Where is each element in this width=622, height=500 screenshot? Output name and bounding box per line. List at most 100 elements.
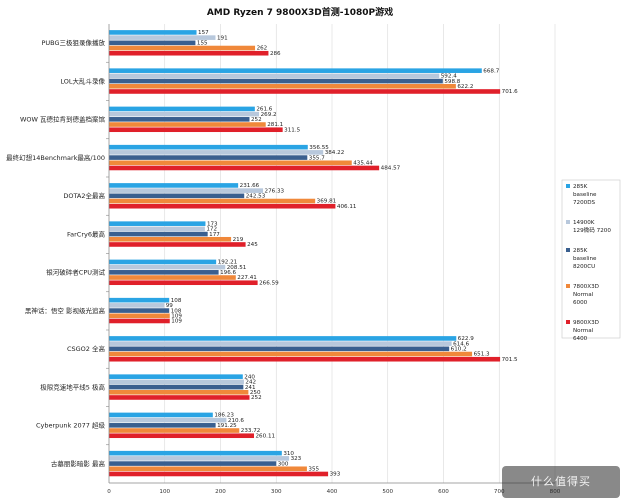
data-label: 227.41 — [237, 275, 257, 281]
data-label: 252 — [251, 395, 262, 401]
data-label: 233.72 — [241, 428, 261, 434]
axes: 0100200300400500600700800PUBG三极狙录像播放LOL大… — [6, 24, 561, 495]
bar — [109, 374, 243, 379]
data-label: 240 — [244, 374, 255, 380]
bar — [109, 111, 260, 117]
data-label: 286 — [270, 51, 281, 57]
x-tick-label: 0 — [107, 489, 111, 495]
data-label: 614.6 — [453, 341, 469, 347]
bar — [109, 433, 255, 439]
bar — [109, 35, 216, 40]
data-label: 435.44 — [353, 160, 373, 166]
data-label: 242 — [245, 380, 256, 386]
data-label: 651.3 — [474, 352, 490, 358]
bar — [109, 68, 482, 73]
x-tick-label: 700 — [494, 489, 505, 495]
chart-title: AMD Ryzen 7 9800X3D首测-1080P游戏 — [207, 6, 393, 18]
data-label: 369.81 — [317, 199, 337, 205]
data-label: 701.6 — [502, 89, 518, 95]
data-label: 622.2 — [457, 84, 473, 90]
category-label: 最终幻想14Benchmark最高/100 — [6, 153, 105, 162]
bar — [109, 155, 308, 160]
bar — [109, 389, 249, 395]
data-label: 355 — [308, 466, 319, 472]
data-label: 191.25 — [217, 423, 237, 429]
category-label: 黑神话：悟空 影视级光追高 — [25, 306, 106, 315]
bar — [109, 203, 336, 209]
data-label: 484.57 — [381, 166, 401, 172]
data-label: 266.59 — [259, 280, 279, 286]
x-tick-label: 200 — [215, 489, 226, 495]
data-label: 598.8 — [444, 79, 460, 85]
bar — [109, 117, 250, 122]
legend-label: 9800X3D — [573, 320, 599, 326]
bar — [109, 30, 197, 35]
bar — [109, 40, 196, 46]
bar — [109, 122, 266, 127]
x-tick-label: 500 — [382, 489, 393, 495]
data-label: 262 — [257, 46, 268, 52]
bar — [109, 280, 258, 286]
bar — [109, 450, 282, 456]
legend-label: 7800X3D — [573, 284, 599, 290]
category-label: Cyberpunk 2077 超级 — [36, 421, 105, 430]
bar — [109, 259, 217, 265]
bar — [109, 423, 216, 428]
x-tick-label: 400 — [327, 489, 338, 495]
x-tick-label: 300 — [271, 489, 282, 495]
bar — [109, 471, 329, 477]
data-label: 208.51 — [227, 265, 247, 271]
bar — [109, 226, 205, 232]
data-label: 356.55 — [309, 145, 329, 151]
data-label: 99 — [166, 303, 174, 309]
legend-label: 129微码 7200 — [573, 226, 611, 234]
data-label: 406.11 — [337, 204, 357, 210]
bar — [109, 270, 219, 275]
data-label: 242.53 — [246, 194, 266, 200]
data-label: 192.21 — [218, 260, 238, 266]
legend-box — [561, 179, 621, 339]
bar — [109, 456, 290, 461]
bar — [109, 193, 245, 199]
bar — [109, 106, 255, 112]
x-tick-label: 100 — [159, 489, 170, 495]
legend-label: Normal — [573, 328, 594, 334]
data-label: 108 — [171, 298, 182, 304]
category-label: LOL大乱斗录像 — [60, 76, 105, 85]
legend-swatch — [566, 220, 570, 224]
category-label: WOW 瓦德拉肯到德盖档案馆 — [20, 115, 106, 124]
bar — [109, 183, 239, 188]
data-label: 276.33 — [265, 188, 285, 194]
category-label: 古墓丽影暗影 最高 — [51, 459, 106, 468]
data-label: 323 — [291, 456, 302, 462]
data-label: 310 — [283, 451, 294, 457]
bar — [109, 336, 457, 341]
bar — [109, 395, 250, 400]
data-label: 261.6 — [256, 107, 272, 113]
legend-label: baseline — [573, 256, 597, 262]
category-label: FarCry6最高 — [67, 229, 105, 238]
bar — [109, 346, 450, 352]
data-label: 173 — [207, 221, 218, 227]
legend-swatch — [566, 320, 570, 324]
data-label: 252 — [251, 117, 262, 123]
data-label: 241 — [245, 385, 256, 391]
data-label: 191 — [217, 35, 228, 41]
data-label: 592.4 — [441, 74, 457, 80]
data-label: 260.11 — [256, 433, 276, 439]
data-label: 177 — [209, 232, 220, 238]
bar — [109, 384, 244, 390]
data-label: 668.7 — [483, 68, 499, 74]
bar — [109, 417, 227, 423]
bar — [109, 412, 213, 418]
x-tick-label: 600 — [438, 489, 449, 495]
data-label: 186.23 — [214, 413, 234, 419]
data-label: 157 — [198, 30, 209, 36]
bar — [109, 428, 240, 433]
bar — [109, 50, 269, 56]
category-label: 极限竞速地平线5 极高 — [40, 382, 105, 391]
category-label: DOTA2全最高 — [63, 191, 105, 200]
bar — [109, 78, 443, 84]
